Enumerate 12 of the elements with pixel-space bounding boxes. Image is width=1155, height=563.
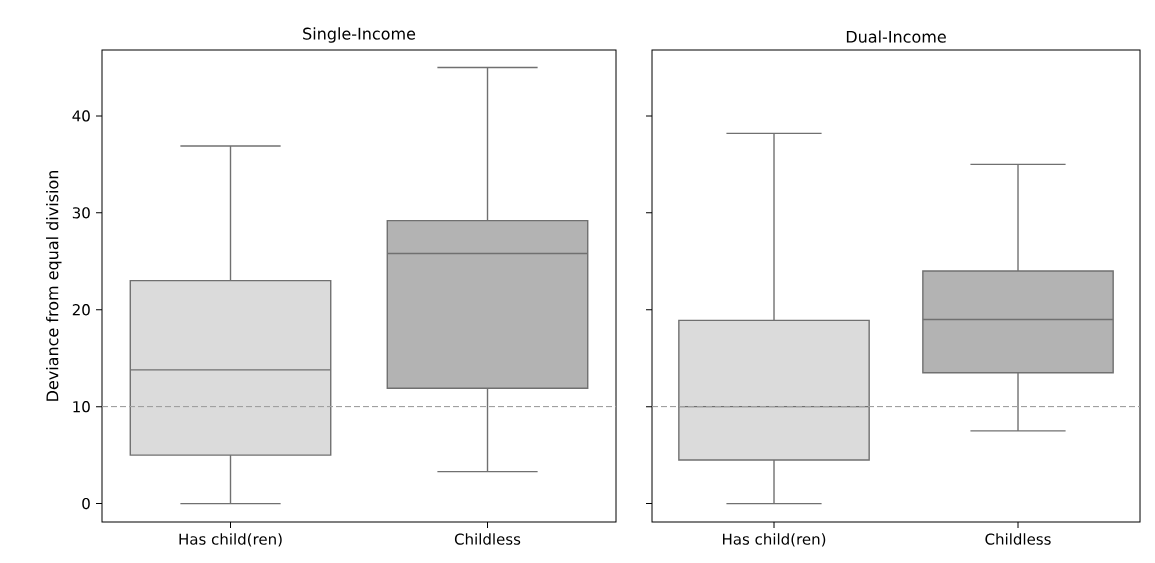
chart-title: Dual-Income bbox=[846, 30, 946, 43]
y-tick-label: 40 bbox=[72, 110, 90, 122]
y-tick-label: 30 bbox=[72, 207, 90, 219]
y-tick-label: 20 bbox=[72, 304, 90, 316]
x-tick-label: Childless bbox=[454, 533, 521, 545]
x-tick-label: Has child(ren) bbox=[723, 533, 826, 547]
y-tick-label: 10 bbox=[73, 400, 90, 413]
y-axis-title: Deviance from equal division bbox=[46, 170, 62, 401]
y-tick-label: 0 bbox=[82, 497, 90, 510]
x-tick-label: Has child(ren) bbox=[179, 533, 282, 547]
chart-title: Single-Income bbox=[303, 27, 416, 43]
x-tick-label: Childless bbox=[985, 533, 1051, 545]
